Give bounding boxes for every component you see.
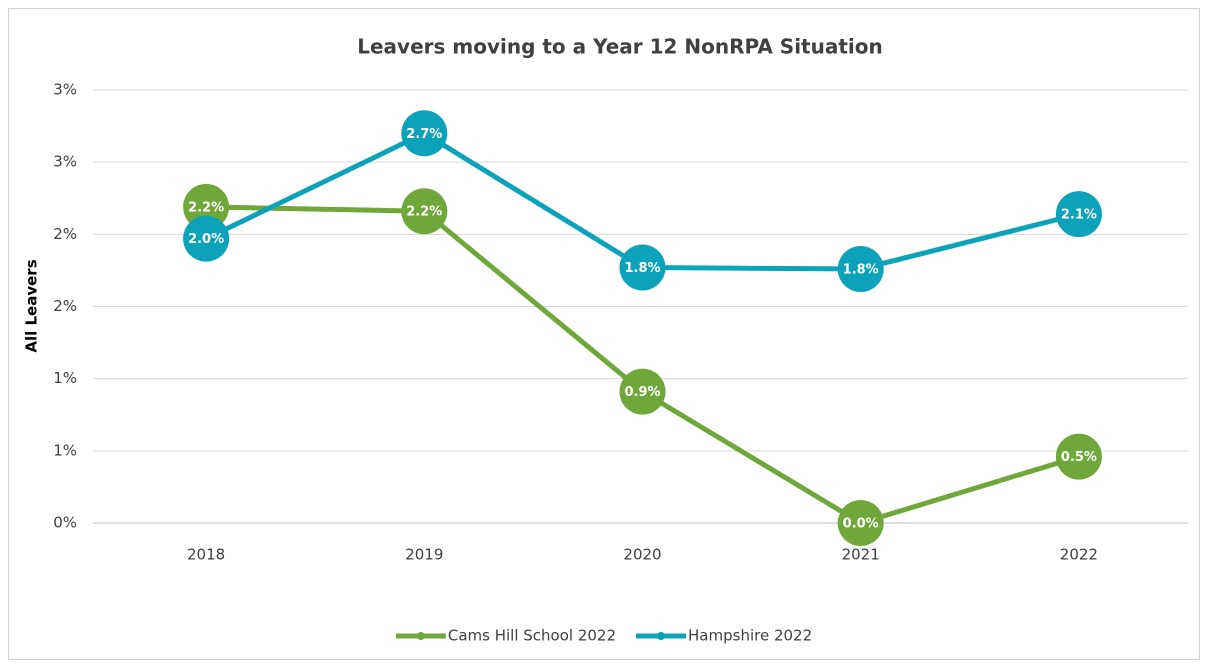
chart-border	[8, 8, 1200, 660]
data-label: 2.0%	[188, 232, 224, 247]
data-label: 2.1%	[1061, 208, 1097, 223]
data-point	[401, 188, 448, 235]
y-tick-label: 2%	[53, 297, 77, 315]
y-tick-label: 3%	[53, 81, 77, 99]
data-point	[619, 368, 666, 415]
legend-item: Hampshire 2022	[636, 627, 812, 645]
data-label: 0.0%	[843, 517, 879, 532]
data-label: 1.8%	[624, 261, 660, 276]
y-tick-label: 0%	[53, 514, 77, 532]
x-tick-label: 2022	[1060, 546, 1098, 564]
data-label: 2.2%	[188, 200, 224, 215]
data-label: 2.2%	[406, 205, 442, 220]
data-point	[1055, 191, 1102, 238]
legend-marker	[416, 632, 425, 640]
data-point	[401, 110, 448, 157]
data-label: 0.9%	[624, 385, 660, 400]
data-label: 2.7%	[406, 127, 442, 142]
y-tick-label: 3%	[53, 153, 77, 171]
legend-item: Cams Hill School 2022	[395, 627, 616, 645]
x-tick-label: 2021	[842, 546, 880, 564]
y-axis-label: All Leavers	[23, 259, 41, 352]
x-tick-label: 2018	[187, 546, 225, 564]
x-tick-label: 2020	[623, 546, 661, 564]
legend-label: Cams Hill School 2022	[448, 627, 616, 645]
chart-title: Leavers moving to a Year 12 NonRPA Situa…	[357, 35, 883, 59]
y-tick-label: 2%	[53, 225, 77, 243]
x-tick-label: 2019	[405, 546, 443, 564]
legend-marker	[657, 632, 666, 640]
data-point	[1055, 433, 1102, 480]
data-point	[183, 183, 230, 230]
data-point	[837, 500, 884, 546]
data-label: 0.5%	[1061, 450, 1097, 465]
data-point	[837, 245, 884, 292]
data-point	[619, 244, 666, 291]
legend-label: Hampshire 2022	[688, 627, 812, 645]
y-tick-label: 1%	[53, 369, 77, 387]
data-point	[183, 215, 230, 262]
data-label: 1.8%	[843, 262, 879, 277]
y-tick-label: 1%	[53, 441, 77, 459]
